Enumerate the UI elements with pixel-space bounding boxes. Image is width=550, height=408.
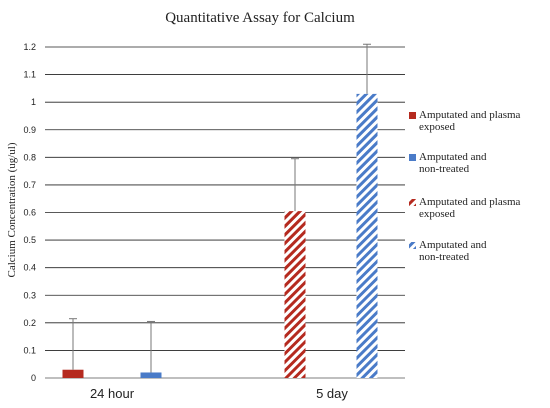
bar	[140, 372, 162, 378]
chart-title: Quantitative Assay for Calcium	[165, 10, 355, 26]
bars	[62, 93, 378, 379]
y-tick-label: 0.2	[23, 318, 36, 328]
y-tick-label: 1.1	[23, 70, 36, 80]
error-bars	[69, 43, 371, 373]
bar	[284, 211, 306, 378]
legend: Amputated and plasma exposed Amputated and…	[409, 109, 521, 263]
legend-swatch	[409, 242, 416, 249]
y-tick-label: 1.2	[23, 42, 36, 52]
legend-swatch	[409, 112, 416, 119]
x-category-label: 24 hour	[90, 386, 135, 401]
legend-item: Amputated and plasma exposed	[409, 109, 521, 133]
y-tick-label: 0.5	[23, 235, 36, 245]
x-category-labels: 24 hour 5 day	[90, 386, 348, 401]
x-category-label: 5 day	[316, 386, 348, 401]
legend-item: Amputated and non-treated	[409, 151, 487, 175]
y-tick-label: 0.9	[23, 125, 36, 135]
y-tick-label: 0.4	[23, 263, 36, 273]
y-tick-label: 0.8	[23, 152, 36, 162]
legend-swatch	[409, 199, 416, 206]
y-tick-labels: 0 0.1 0.2 0.3 0.4 0.5 0.6 0.7 0.8 0.9 1 1.1 1.2	[23, 42, 36, 383]
y-tick-label: 0.3	[23, 290, 36, 300]
y-axis-label: Calcium Concentration (ug/ul)	[6, 142, 18, 277]
y-tick-label: 0.6	[23, 208, 36, 218]
legend-label: Amputated and plasma exposed	[419, 196, 521, 220]
y-tick-label: 1	[31, 97, 36, 107]
y-tick-label: 0.7	[23, 180, 36, 190]
legend-label: Amputated and non-treated	[419, 151, 487, 175]
legend-item: Amputated and non-treated	[409, 239, 487, 263]
legend-swatch	[409, 154, 416, 161]
bar	[356, 93, 378, 379]
gridlines	[45, 46, 405, 379]
bar	[62, 369, 84, 378]
legend-label: Amputated and non-treated	[419, 239, 487, 263]
legend-label: Amputated and plasma exposed	[419, 109, 521, 133]
legend-item: Amputated and plasma exposed	[409, 196, 521, 220]
y-tick-label: 0	[31, 373, 36, 383]
y-tick-label: 0.1	[23, 345, 36, 355]
